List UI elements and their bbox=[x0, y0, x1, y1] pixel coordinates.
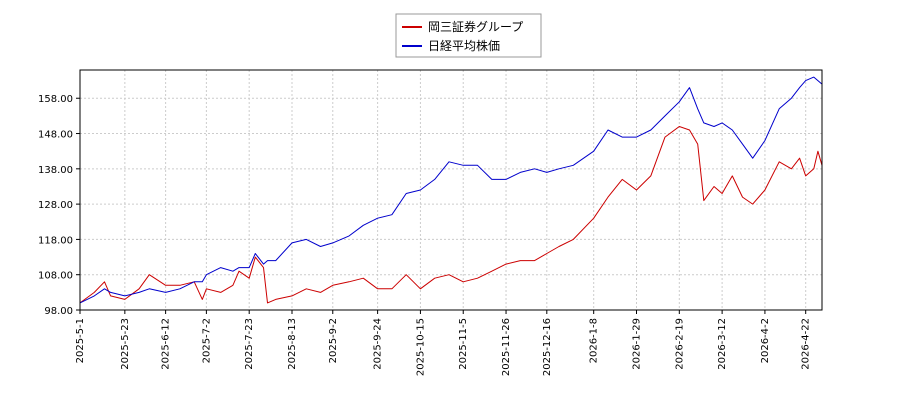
legend-label-okasan: 岡三証券グループ bbox=[428, 19, 523, 34]
series-line-1 bbox=[79, 76, 823, 304]
legend-box bbox=[395, 13, 542, 58]
x-tick-label: 2025-7-2 bbox=[201, 318, 212, 363]
x-tick-label: 2026-3-12 bbox=[717, 318, 728, 370]
x-tick-label: 2025-7-23 bbox=[244, 318, 255, 370]
y-tick-label: 158.00 bbox=[38, 94, 73, 105]
x-tick-label: 2025-9-24 bbox=[373, 318, 384, 370]
y-tick-label: 128.00 bbox=[38, 200, 73, 211]
legend: 岡三証券グループ 日経平均株価 bbox=[395, 13, 542, 58]
x-tick-label: 2025-8-13 bbox=[287, 318, 298, 370]
x-tick-label: 2026-4-2 bbox=[760, 318, 771, 363]
y-tick-label: 118.00 bbox=[38, 235, 73, 246]
x-tick-label: 2025-10-15 bbox=[415, 318, 426, 376]
series-lines bbox=[79, 76, 823, 304]
y-axis-ticks: 98.00 108.00 118.00 128.00 138.00 148.00 158.0… bbox=[38, 94, 80, 317]
y-tick-label: 98.00 bbox=[44, 306, 73, 317]
y-tick-label: 138.00 bbox=[38, 165, 73, 176]
x-tick-label: 2025-5-1 bbox=[75, 318, 86, 363]
y-tick-label: 108.00 bbox=[38, 271, 73, 282]
plot-frame bbox=[79, 69, 823, 311]
x-tick-label: 2026-2-19 bbox=[674, 318, 685, 370]
x-tick-label: 2025-11-5 bbox=[458, 318, 469, 370]
x-tick-label: 2025-11-26 bbox=[501, 318, 512, 376]
x-tick-label: 2025-5-23 bbox=[120, 318, 131, 370]
x-tick-label: 2026-1-8 bbox=[589, 318, 600, 363]
x-tick-label: 2025-9-2 bbox=[328, 318, 339, 363]
x-tick-label: 2026-1-29 bbox=[632, 318, 643, 370]
x-tick-label: 2025-6-12 bbox=[161, 318, 172, 370]
series-line-0 bbox=[79, 126, 823, 304]
grid-lines bbox=[79, 70, 822, 311]
x-tick-label: 2026-4-22 bbox=[801, 318, 812, 370]
x-axis-ticks: 2025-5-1 2025-5-23 2025-6-12 2025-7-2 2025-7… bbox=[75, 310, 812, 376]
x-tick-label: 2025-12-16 bbox=[542, 318, 553, 376]
legend-label-nikkei: 日経平均株価 bbox=[428, 38, 500, 53]
y-tick-label: 148.00 bbox=[38, 130, 73, 141]
